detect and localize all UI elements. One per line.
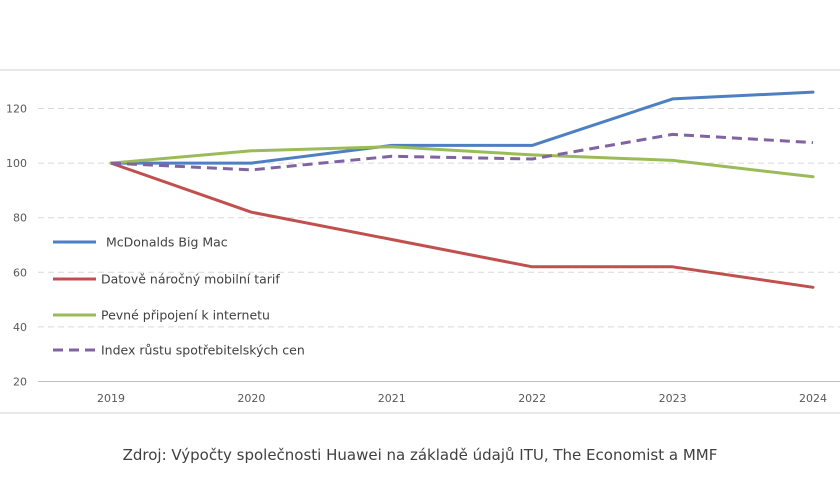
y-tick-label: 120 [6, 103, 27, 116]
series-line-index-rustu-spotrebitelskych-cen [110, 132, 814, 172]
x-tick-label: 2019 [97, 392, 125, 405]
x-tick-label: 2022 [518, 392, 546, 405]
series-lines [109, 90, 815, 289]
x-tick-label: 2023 [659, 392, 687, 405]
y-axis: 20 40 60 80 100 120 [6, 103, 27, 389]
y-tick-label: 100 [6, 157, 27, 170]
y-tick-label: 60 [13, 266, 27, 279]
x-tick-label: 2020 [237, 392, 265, 405]
x-axis: 2019 2020 2021 2022 2023 2024 [97, 392, 827, 405]
x-tick-label: 2024 [799, 392, 827, 405]
y-tick-label: 80 [13, 212, 27, 225]
legend: McDonalds Big Mac Datově náročný mobilní … [53, 235, 305, 358]
legend-label: Datově náročný mobilní tarif [101, 272, 280, 287]
series-line-pevne-pripojeni-k-internetu [109, 145, 815, 179]
legend-label: McDonalds Big Mac [106, 235, 228, 250]
source-note: Zdroj: Výpočty společnosti Huawei na zák… [122, 446, 718, 464]
series-line-datove-narocny-mobilni-tarif [109, 161, 815, 289]
series-line-mcdonalds-big-mac [109, 90, 815, 165]
x-tick-label: 2021 [378, 392, 406, 405]
y-tick-label: 20 [13, 376, 27, 389]
y-tick-label: 40 [13, 321, 27, 334]
legend-label: Pevné připojení k internetu [101, 308, 270, 323]
legend-label: Index růstu spotřebitelských cen [101, 343, 305, 358]
